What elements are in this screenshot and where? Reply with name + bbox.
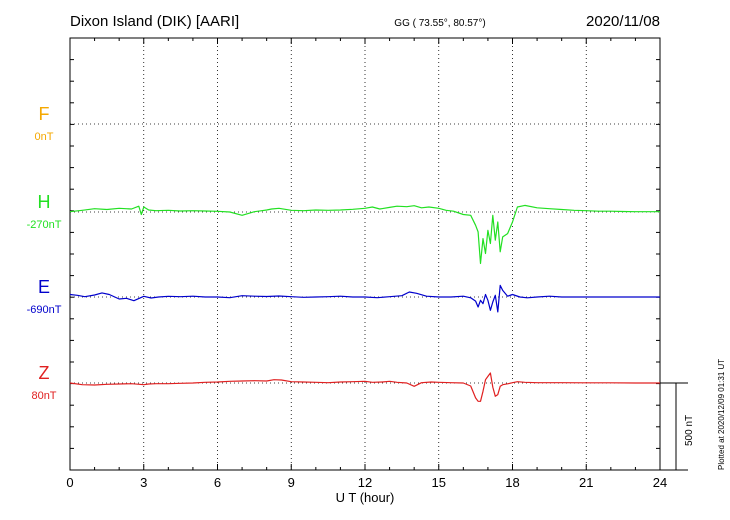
x-tick-label: 18	[505, 475, 519, 490]
component-name-e: E	[38, 277, 50, 297]
plotted-timestamp: Plotted at 2020/12/09 01:31 UT	[717, 359, 726, 470]
x-axis-ticks: 0 3 6 9 12 15 18 21 24	[66, 37, 667, 490]
component-labels: F 0nT H -270nT E -690nT Z 80nT	[27, 104, 62, 402]
component-name-f: F	[39, 104, 50, 124]
x-tick-label: 9	[288, 475, 295, 490]
component-baseline-h: -270nT	[27, 219, 62, 231]
x-tick-label: 3	[140, 475, 147, 490]
x-tick-label: 24	[653, 475, 667, 490]
component-name-h: H	[38, 192, 51, 212]
date-label: 2020/11/08	[586, 13, 660, 30]
scale-bar-label: 500 nT	[684, 415, 695, 446]
x-tick-label: 12	[358, 475, 372, 490]
component-baseline-z: 80nT	[31, 390, 56, 402]
series-line-e	[69, 284, 660, 313]
x-tick-label: 6	[214, 475, 221, 490]
grid	[70, 38, 660, 470]
station-coordinates: GG ( 73.55°, 80.57°)	[394, 18, 485, 29]
x-tick-label: 21	[579, 475, 593, 490]
series-line-z	[69, 372, 660, 402]
station-title: Dixon Island (DIK) [AARI]	[70, 13, 239, 30]
series-layer	[69, 204, 660, 402]
x-tick-label: 0	[66, 475, 73, 490]
series-line-h	[69, 204, 660, 265]
component-baseline-f: 0nT	[35, 131, 54, 143]
component-baseline-e: -690nT	[27, 304, 62, 316]
scale-bar: 500 nT	[660, 382, 695, 471]
x-axis-label: U T (hour)	[336, 490, 395, 505]
component-name-z: Z	[39, 363, 50, 383]
x-tick-label: 15	[432, 475, 446, 490]
